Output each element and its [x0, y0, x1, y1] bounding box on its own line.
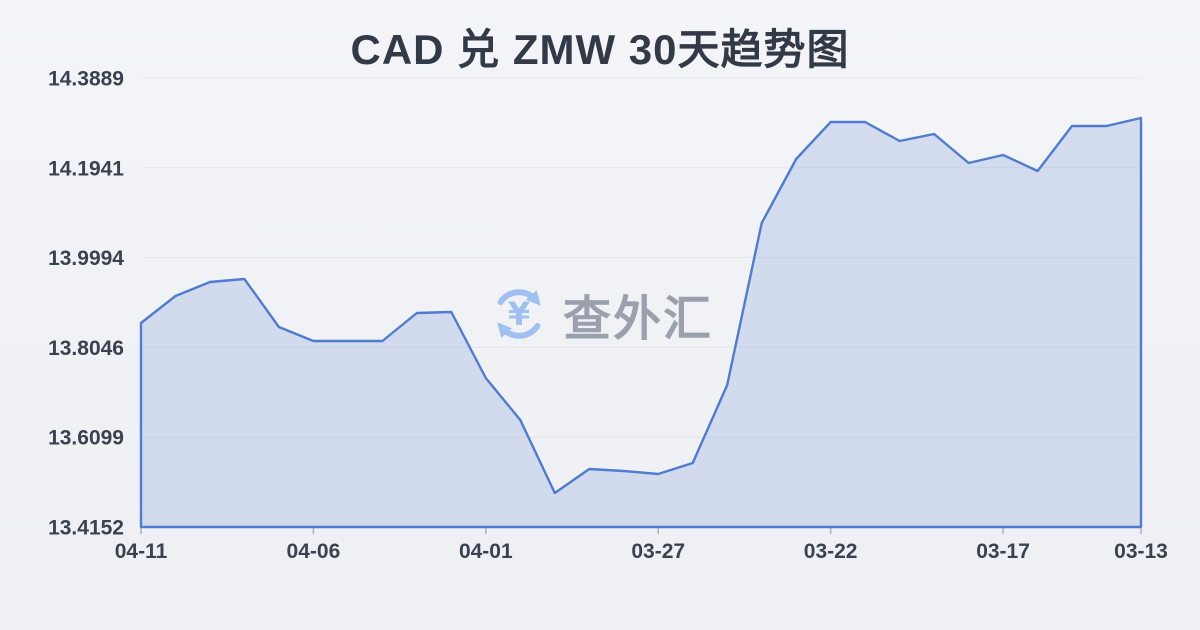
svg-text:¥: ¥ [508, 295, 530, 333]
price-trend-series [139, 116, 1143, 529]
watermark-text: 查外汇 [562, 293, 714, 346]
y-axis-tick-label: 13.8046 [48, 337, 124, 360]
y-axis-tick-label: 13.9994 [48, 247, 124, 270]
chart-title: CAD 兑 ZMW 30天趋势图 [350, 26, 850, 73]
y-axis-tick-label: 13.6099 [48, 427, 124, 450]
y-axis-tick-label: 14.1941 [48, 157, 124, 180]
y-axis-tick-label: 13.4152 [48, 517, 124, 540]
x-axis-tick-label: 03-17 [976, 540, 1030, 563]
x-axis-tick-label: 03-27 [631, 540, 685, 563]
x-axis-tick-label: 04-06 [287, 540, 341, 563]
watermark: ¥ 查外汇 [487, 279, 713, 349]
x-axis-tick-label: 03-13 [1114, 540, 1168, 563]
y-axis-tick-label: 14.3889 [48, 68, 124, 91]
currency-exchange-icon: ¥ [487, 282, 551, 346]
x-axis-tick-label: 04-01 [459, 540, 513, 563]
x-axis-tick-label: 04-11 [115, 540, 168, 563]
x-axis-tick-label: 03-22 [804, 540, 858, 563]
